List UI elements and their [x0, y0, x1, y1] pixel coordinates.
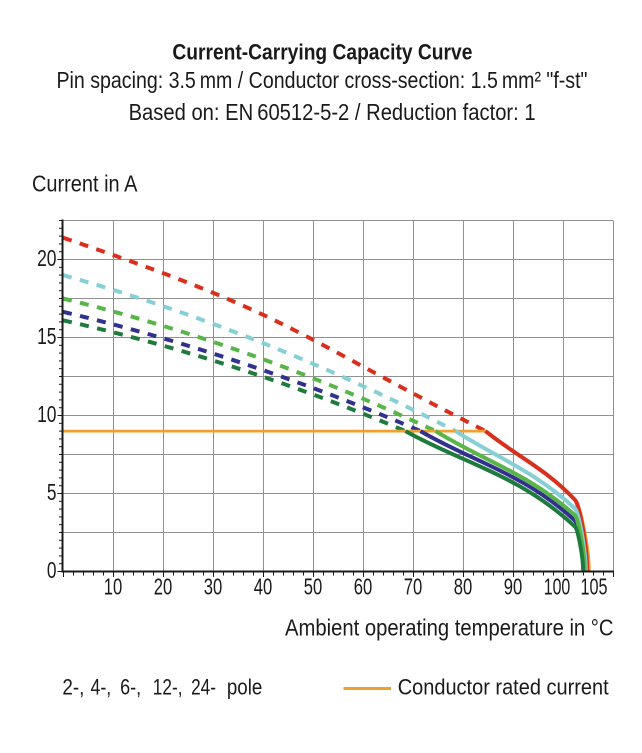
svg-text:24-: 24- — [191, 674, 216, 699]
svg-text:6-,: 6-, — [120, 674, 141, 699]
svg-text:50: 50 — [304, 574, 323, 600]
svg-text:4-,: 4-, — [91, 674, 112, 699]
svg-text:pole: pole — [227, 674, 262, 699]
svg-text:100: 100 — [544, 574, 571, 600]
svg-text:90: 90 — [504, 574, 523, 600]
svg-text:30: 30 — [204, 574, 223, 600]
svg-text:Pin spacing: 3.5 mm / Conducto: Pin spacing: 3.5 mm / Conductor cross-se… — [57, 67, 588, 93]
svg-text:10: 10 — [104, 574, 123, 600]
svg-text:Current-Carrying Capacity Curv: Current-Carrying Capacity Curve — [172, 40, 472, 65]
svg-text:Based on: EN 60512-5-2 / Reduc: Based on: EN 60512-5-2 / Reduction facto… — [129, 99, 536, 125]
svg-text:12-,: 12-, — [153, 674, 183, 699]
svg-text:105: 105 — [581, 574, 608, 600]
svg-text:70: 70 — [404, 574, 423, 600]
svg-text:20: 20 — [37, 245, 56, 271]
svg-text:Ambient operating temperature: Ambient operating temperature in °C — [285, 615, 614, 641]
svg-text:Conductor rated current: Conductor rated current — [398, 674, 610, 699]
svg-text:0: 0 — [47, 557, 57, 583]
svg-text:20: 20 — [154, 574, 173, 600]
svg-text:2-,: 2-, — [62, 674, 84, 699]
svg-text:15: 15 — [37, 323, 56, 349]
svg-text:60: 60 — [354, 574, 373, 600]
svg-text:Current in A: Current in A — [32, 171, 138, 197]
svg-text:80: 80 — [454, 574, 473, 600]
svg-text:10: 10 — [37, 401, 56, 427]
svg-text:40: 40 — [254, 574, 273, 600]
svg-text:5: 5 — [47, 479, 57, 505]
